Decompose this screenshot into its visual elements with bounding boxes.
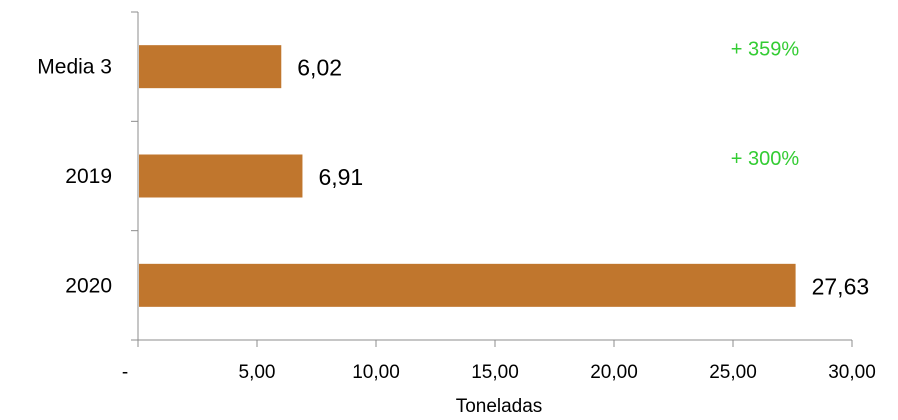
bar [139,154,303,198]
bars [139,45,796,307]
labels: Media 3 6,02 2019 6,91 2020 27,63 + 359% + 300% [37,39,869,300]
bar [139,263,796,307]
x-tick-label: - [122,362,128,383]
category-label: 2020 [65,274,112,297]
bar [139,45,282,89]
x-tick-label: 25,00 [709,362,757,383]
data-label: 6,02 [297,55,342,81]
data-label: 6,91 [318,164,363,190]
x-tick-label: 20,00 [590,362,638,383]
x-tick-label: 30,00 [828,362,876,383]
x-tick-label: 5,00 [239,362,276,383]
x-tick-label: 10,00 [352,362,400,383]
data-label: 27,63 [812,273,870,299]
change-annotation: + 359% [731,39,800,61]
x-axis-label: Toneladas [456,396,543,417]
axes: - 5,00 10,00 15,00 20,00 25,00 30,00 [122,11,876,383]
change-annotation: + 300% [731,148,800,170]
x-tick-label: 15,00 [471,362,519,383]
category-label: Media 3 [37,56,112,79]
category-label: 2019 [65,165,112,188]
